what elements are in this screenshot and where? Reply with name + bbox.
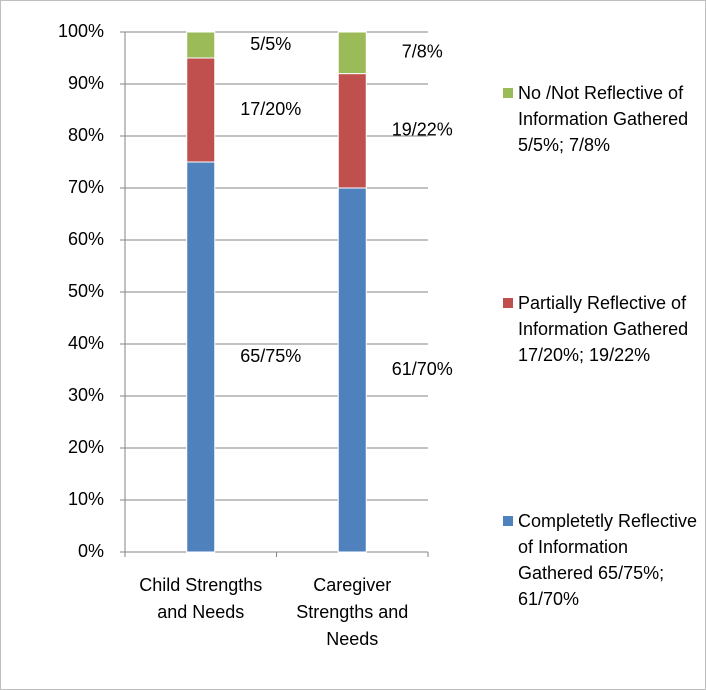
- x-tick-label: Child Strengths and Needs: [139, 575, 263, 622]
- legend-swatch: [503, 298, 513, 308]
- x-tick-label: Caregiver Strengths and Needs: [296, 575, 409, 649]
- legend-label: Partially Reflective of Information Gath…: [518, 293, 689, 365]
- value-label: 61/70%: [392, 359, 453, 379]
- y-tick-label: 60%: [68, 229, 104, 249]
- bar-segment: [186, 57, 216, 163]
- y-tick-label: 0%: [78, 541, 104, 561]
- value-label: 7/8%: [402, 42, 443, 62]
- value-label: 65/75%: [240, 346, 301, 366]
- legend-swatch: [503, 88, 513, 98]
- value-label: 5/5%: [250, 34, 291, 54]
- y-tick-label: 90%: [68, 73, 104, 93]
- legend-label: No /Not Reflective of Information Gather…: [518, 83, 689, 155]
- bar-segment: [337, 31, 367, 75]
- value-label: 19/22%: [392, 120, 453, 140]
- y-tick-label: 80%: [68, 125, 104, 145]
- y-tick-label: 20%: [68, 437, 104, 457]
- bar-segment: [186, 31, 216, 59]
- y-tick-label: 70%: [68, 177, 104, 197]
- y-tick-label: 40%: [68, 333, 104, 353]
- y-tick-label: 30%: [68, 385, 104, 405]
- bar-segment: [337, 73, 367, 189]
- legend-label: Completetly Reflective of Information Ga…: [518, 511, 698, 609]
- y-tick-label: 50%: [68, 281, 104, 301]
- y-tick-label: 100%: [58, 21, 104, 41]
- bar-segment: [186, 161, 216, 553]
- legend-swatch: [503, 516, 513, 526]
- value-label: 17/20%: [240, 99, 301, 119]
- bar-segment: [337, 187, 367, 553]
- y-tick-label: 10%: [68, 489, 104, 509]
